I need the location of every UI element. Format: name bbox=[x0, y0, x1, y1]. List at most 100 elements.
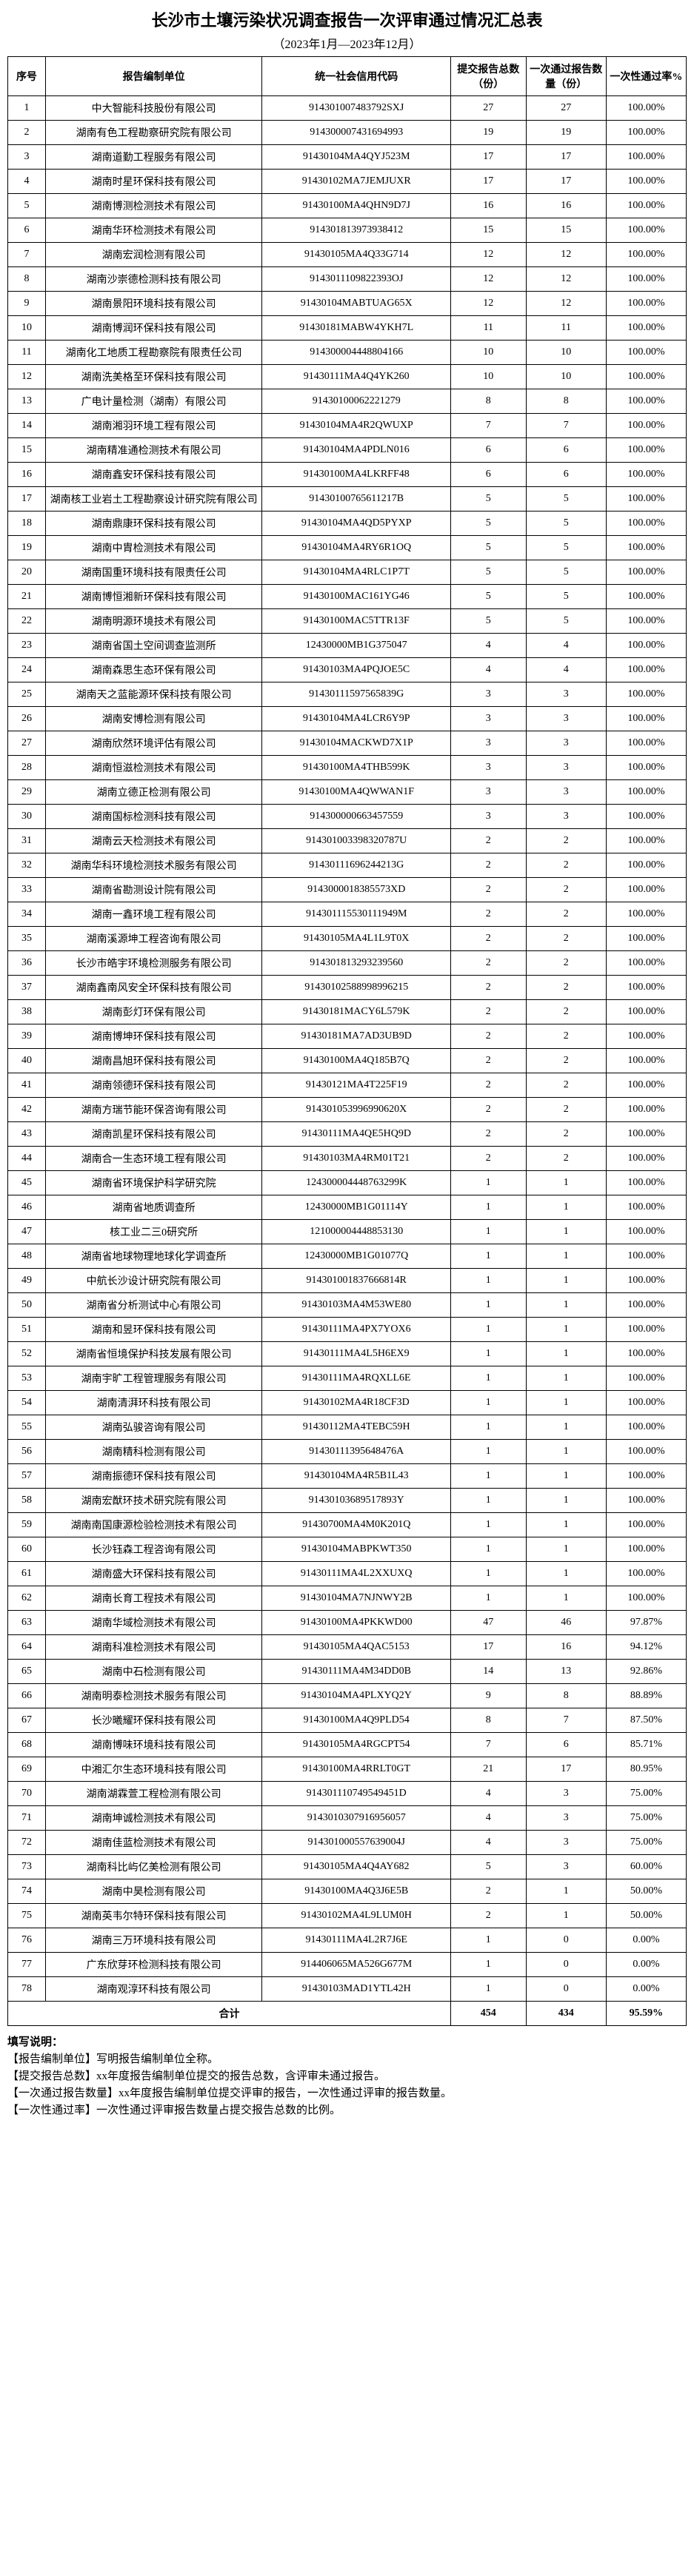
cell-submit: 5 bbox=[450, 511, 526, 536]
cell-seq: 56 bbox=[8, 1440, 46, 1464]
cell-submit: 2 bbox=[450, 853, 526, 878]
header-row: 序号 报告编制单位 统一社会信用代码 提交报告总数（份） 一次通过报告数量（份）… bbox=[8, 57, 687, 96]
cell-submit: 8 bbox=[450, 1708, 526, 1733]
cell-rate: 100.00% bbox=[606, 829, 686, 853]
table-row: 28湖南恒滋检测技术有限公司91430100MA4THB599K33100.00… bbox=[8, 756, 687, 780]
cell-submit: 1 bbox=[450, 1928, 526, 1953]
cell-code: 91430104MA7NJNWY2B bbox=[262, 1586, 450, 1611]
cell-unit: 湖南省环境保护科学研究院 bbox=[45, 1171, 262, 1195]
cell-pass: 7 bbox=[526, 1708, 606, 1733]
cell-pass: 11 bbox=[526, 316, 606, 341]
cell-seq: 6 bbox=[8, 218, 46, 243]
table-row: 69中湘汇尔生态环境科技有限公司91430100MA4RRLT0GT211780… bbox=[8, 1757, 687, 1782]
cell-submit: 10 bbox=[450, 341, 526, 365]
cell-seq: 58 bbox=[8, 1489, 46, 1513]
cell-submit: 1 bbox=[450, 1464, 526, 1489]
header-unit: 报告编制单位 bbox=[45, 57, 262, 96]
cell-rate: 100.00% bbox=[606, 805, 686, 829]
cell-rate: 85.71% bbox=[606, 1733, 686, 1757]
cell-code: 914301813293239560 bbox=[262, 951, 450, 976]
cell-rate: 100.00% bbox=[606, 511, 686, 536]
table-row: 40湖南昌旭环保科技有限公司91430100MA4Q185B7Q22100.00… bbox=[8, 1049, 687, 1073]
table-row: 29湖南立德正检测有限公司91430100MA4QWWAN1F33100.00% bbox=[8, 780, 687, 805]
cell-rate: 100.00% bbox=[606, 1318, 686, 1342]
cell-pass: 10 bbox=[526, 365, 606, 389]
cell-unit: 中大智能科技股份有限公司 bbox=[45, 96, 262, 121]
cell-submit: 27 bbox=[450, 96, 526, 121]
cell-code: 91430100MA4RRLT0GT bbox=[262, 1757, 450, 1782]
cell-rate: 100.00% bbox=[606, 218, 686, 243]
cell-rate: 100.00% bbox=[606, 1293, 686, 1318]
cell-code: 91430102MA4L9LUM0H bbox=[262, 1904, 450, 1928]
cell-code: 91430111395648476A bbox=[262, 1440, 450, 1464]
cell-code: 91430111MA4Q4YK260 bbox=[262, 365, 450, 389]
table-row: 9湖南景阳环境科技有限公司91430104MABTUAG65X1212100.0… bbox=[8, 292, 687, 316]
cell-code: 91430181MACY6L579K bbox=[262, 1000, 450, 1024]
cell-pass: 3 bbox=[526, 756, 606, 780]
cell-unit: 湖南长育工程技术有限公司 bbox=[45, 1586, 262, 1611]
cell-rate: 100.00% bbox=[606, 1024, 686, 1049]
cell-seq: 1 bbox=[8, 96, 46, 121]
table-row: 21湖南博恒湘新环保科技有限公司91430100MAC161YG4655100.… bbox=[8, 585, 687, 609]
cell-submit: 17 bbox=[450, 170, 526, 194]
cell-pass: 2 bbox=[526, 951, 606, 976]
table-row: 78湖南观淳环科技有限公司91430103MAD1YTL42H100.00% bbox=[8, 1977, 687, 2002]
cell-rate: 100.00% bbox=[606, 1537, 686, 1562]
cell-pass: 2 bbox=[526, 1024, 606, 1049]
cell-code: 91430105MA4Q4AY682 bbox=[262, 1855, 450, 1879]
table-row: 76湖南三万环境科技有限公司91430111MA4L2R7J6E100.00% bbox=[8, 1928, 687, 1953]
cell-submit: 1 bbox=[450, 1562, 526, 1586]
table-row: 12湖南洗美格至环保科技有限公司91430111MA4Q4YK260101010… bbox=[8, 365, 687, 389]
cell-unit: 湖南科准检测技术有限公司 bbox=[45, 1635, 262, 1660]
cell-seq: 51 bbox=[8, 1318, 46, 1342]
cell-unit: 湖南省分析测试中心有限公司 bbox=[45, 1293, 262, 1318]
table-row: 65湖南中石检测有限公司91430111MA4M34DD0B141392.86% bbox=[8, 1660, 687, 1684]
cell-unit: 湖南宏润检测有限公司 bbox=[45, 243, 262, 267]
summary-table: 序号 报告编制单位 统一社会信用代码 提交报告总数（份） 一次通过报告数量（份）… bbox=[7, 56, 687, 2026]
cell-rate: 100.00% bbox=[606, 1195, 686, 1220]
cell-seq: 72 bbox=[8, 1831, 46, 1855]
cell-code: 91430181MABW4YKH7L bbox=[262, 316, 450, 341]
table-row: 15湖南精准通检测技术有限公司91430104MA4PDLN01666100.0… bbox=[8, 438, 687, 463]
cell-code: 914301007483792SXJ bbox=[262, 96, 450, 121]
table-row: 54湖南清湃环科技有限公司91430102MA4R18CF3D11100.00% bbox=[8, 1391, 687, 1415]
cell-rate: 100.00% bbox=[606, 682, 686, 707]
cell-unit: 湖南湘羽环境工程有限公司 bbox=[45, 414, 262, 438]
cell-code: 9143000018385573XD bbox=[262, 878, 450, 902]
cell-rate: 75.00% bbox=[606, 1831, 686, 1855]
cell-submit: 16 bbox=[450, 194, 526, 218]
cell-seq: 77 bbox=[8, 1953, 46, 1977]
cell-rate: 100.00% bbox=[606, 1415, 686, 1440]
cell-submit: 4 bbox=[450, 634, 526, 658]
cell-rate: 100.00% bbox=[606, 1513, 686, 1537]
table-row: 47核工业二三0研究所12100000444885313011100.00% bbox=[8, 1220, 687, 1244]
cell-submit: 1 bbox=[450, 1953, 526, 1977]
cell-seq: 18 bbox=[8, 511, 46, 536]
cell-rate: 100.00% bbox=[606, 438, 686, 463]
table-row: 38湖南彭灯环保有限公司91430181MACY6L579K22100.00% bbox=[8, 1000, 687, 1024]
cell-code: 12430000MB1G375047 bbox=[262, 634, 450, 658]
cell-seq: 24 bbox=[8, 658, 46, 682]
table-row: 68湖南博味环境科技有限公司91430105MA4RGCPT547685.71% bbox=[8, 1733, 687, 1757]
table-row: 20湖南国重环境科技有限责任公司91430104MA4RLC1P7T55100.… bbox=[8, 560, 687, 585]
cell-pass: 1 bbox=[526, 1342, 606, 1366]
cell-code: 91430181MA7AD3UB9D bbox=[262, 1024, 450, 1049]
cell-seq: 37 bbox=[8, 976, 46, 1000]
cell-unit: 中湘汇尔生态环境科技有限公司 bbox=[45, 1757, 262, 1782]
cell-submit: 10 bbox=[450, 365, 526, 389]
cell-seq: 40 bbox=[8, 1049, 46, 1073]
cell-pass: 1 bbox=[526, 1562, 606, 1586]
cell-submit: 17 bbox=[450, 1635, 526, 1660]
cell-code: 91430100MAC5TTR13F bbox=[262, 609, 450, 634]
cell-unit: 湖南恒滋检测技术有限公司 bbox=[45, 756, 262, 780]
table-row: 53湖南宇旷工程管理服务有限公司91430111MA4RQXLL6E11100.… bbox=[8, 1366, 687, 1391]
cell-unit: 湖南化工地质工程勘察院有限责任公司 bbox=[45, 341, 262, 365]
cell-unit: 长沙钰森工程咨询有限公司 bbox=[45, 1537, 262, 1562]
cell-unit: 湖南云天检测技术有限公司 bbox=[45, 829, 262, 853]
table-row: 71湖南坤诚检测技术有限公司91430103079169560574375.00… bbox=[8, 1806, 687, 1831]
page-subtitle: （2023年1月—2023年12月） bbox=[7, 34, 687, 52]
cell-code: 91430700MA4M0K201Q bbox=[262, 1513, 450, 1537]
cell-pass: 3 bbox=[526, 780, 606, 805]
cell-submit: 1 bbox=[450, 1342, 526, 1366]
cell-submit: 2 bbox=[450, 1000, 526, 1024]
